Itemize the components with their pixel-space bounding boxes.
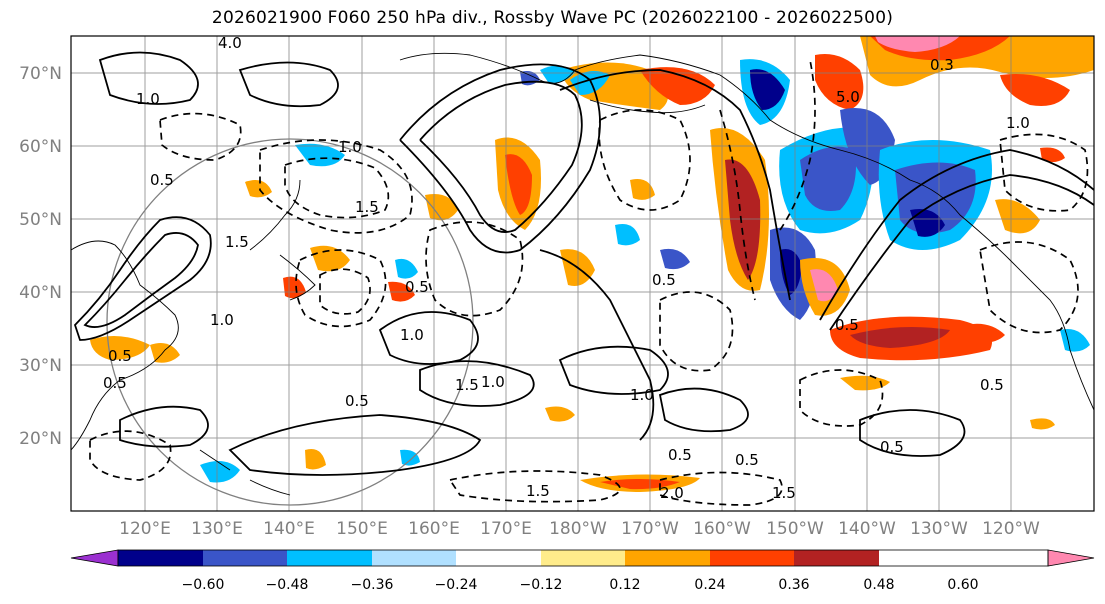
lon-label: 120°E: [119, 519, 171, 539]
contour-label: 1.0: [210, 311, 234, 329]
lat-label: 30°N: [19, 356, 62, 376]
contour-label: 1.5: [455, 376, 479, 394]
colorbar: −0.60 −0.48 −0.36 −0.24 −0.12 0.12 0.24 …: [70, 549, 1095, 593]
solid-contours: [73, 51, 1094, 476]
colorbar-tick-label: 0.12: [609, 577, 640, 593]
lat-label: 20°N: [19, 429, 62, 449]
contour-label: 1.0: [1006, 114, 1030, 132]
colorbar-swatch: [710, 550, 794, 566]
lon-label: 140°W: [838, 519, 896, 539]
contour-label: 0.3: [930, 56, 954, 74]
colorbar-tick-label: −0.24: [435, 577, 478, 593]
contour-label: 1.5: [772, 484, 796, 502]
colorbar-tick-label: −0.60: [182, 577, 225, 593]
colorbar-tick-label: 0.48: [863, 577, 894, 593]
contour-label: 0.5: [980, 376, 1004, 394]
colorbar-swatch: [372, 550, 456, 566]
colorbar-swatch: [456, 550, 541, 566]
colorbar-tick-label: −0.48: [266, 577, 309, 593]
lon-label: 160°W: [693, 519, 751, 539]
contour-label: 4.0: [218, 34, 242, 52]
lat-label: 40°N: [19, 283, 62, 303]
lon-label: 120°W: [982, 519, 1040, 539]
map-title: 2026021900 F060 250 hPa div., Rossby Wav…: [211, 8, 894, 28]
colorbar-swatch: [794, 550, 879, 566]
lon-label: 130°E: [191, 519, 243, 539]
lat-label: 70°N: [19, 64, 62, 84]
contour-label: 5.0: [836, 88, 860, 106]
lat-label: 60°N: [19, 137, 62, 157]
lon-label: 150°E: [336, 519, 388, 539]
lat-label: 50°N: [19, 210, 62, 230]
colorbar-tick-label: 0.60: [947, 577, 978, 593]
colorbar-swatch: [625, 550, 710, 566]
colorbar-extend-max: [1047, 549, 1095, 567]
contour-label: 1.0: [136, 90, 160, 108]
colorbar-tick-label: −0.36: [351, 577, 394, 593]
highlight-circle: [106, 138, 474, 506]
contour-label: 1.0: [338, 138, 362, 156]
contour-label: 0.5: [108, 347, 132, 365]
colorbar-swatch: [118, 550, 203, 566]
contour-label: 0.5: [405, 278, 429, 296]
contour-label: 0.5: [103, 374, 127, 392]
colorbar-swatch: [203, 550, 287, 566]
contour-label: 1.0: [400, 326, 424, 344]
contour-label: 1.0: [481, 373, 505, 391]
contour-labels: 4.0 1.0 1.0 0.5 0.5 1.0 1.5 0.5 1.0 1.5 …: [103, 34, 1030, 502]
contour-label: 1.5: [225, 233, 249, 251]
colorbar-tick-label: 0.36: [778, 577, 809, 593]
lon-label: 140°E: [263, 519, 315, 539]
coastlines: [71, 52, 1094, 496]
colorbar-extend-min: [70, 549, 119, 567]
lon-label: 180°W: [549, 519, 607, 539]
colorbar-frame: [117, 549, 1049, 567]
contour-label: 1.5: [355, 198, 379, 216]
contour-label: 2.0: [660, 484, 684, 502]
longitude-labels: 120°E 130°E 140°E 150°E 160°E 170°E 180°…: [119, 519, 1040, 539]
dashed-contours: [89, 59, 1089, 506]
contour-label: 0.5: [735, 451, 759, 469]
lon-label: 160°E: [408, 519, 460, 539]
contour-label: 0.5: [835, 316, 859, 334]
colorbar-swatch: [541, 550, 625, 566]
lon-label: 150°W: [766, 519, 824, 539]
colorbar-swatch: [287, 550, 372, 566]
contour-label: 1.5: [526, 482, 550, 500]
contour-label: 0.5: [652, 271, 676, 289]
contour-label: 0.5: [345, 392, 369, 410]
latitude-labels: 70°N 60°N 50°N 40°N 30°N 20°N: [19, 64, 62, 449]
map-border: [70, 35, 1095, 512]
lon-label: 170°W: [621, 519, 679, 539]
contour-label: 0.5: [150, 171, 174, 189]
colorbar-tick-label: 0.24: [694, 577, 725, 593]
contour-label: 0.5: [668, 446, 692, 464]
contour-label: 1.0: [630, 386, 654, 404]
colorbar-tick-label: −0.12: [520, 577, 563, 593]
contour-label: 0.5: [880, 438, 904, 456]
lon-label: 130°W: [910, 519, 968, 539]
lon-label: 170°E: [480, 519, 532, 539]
